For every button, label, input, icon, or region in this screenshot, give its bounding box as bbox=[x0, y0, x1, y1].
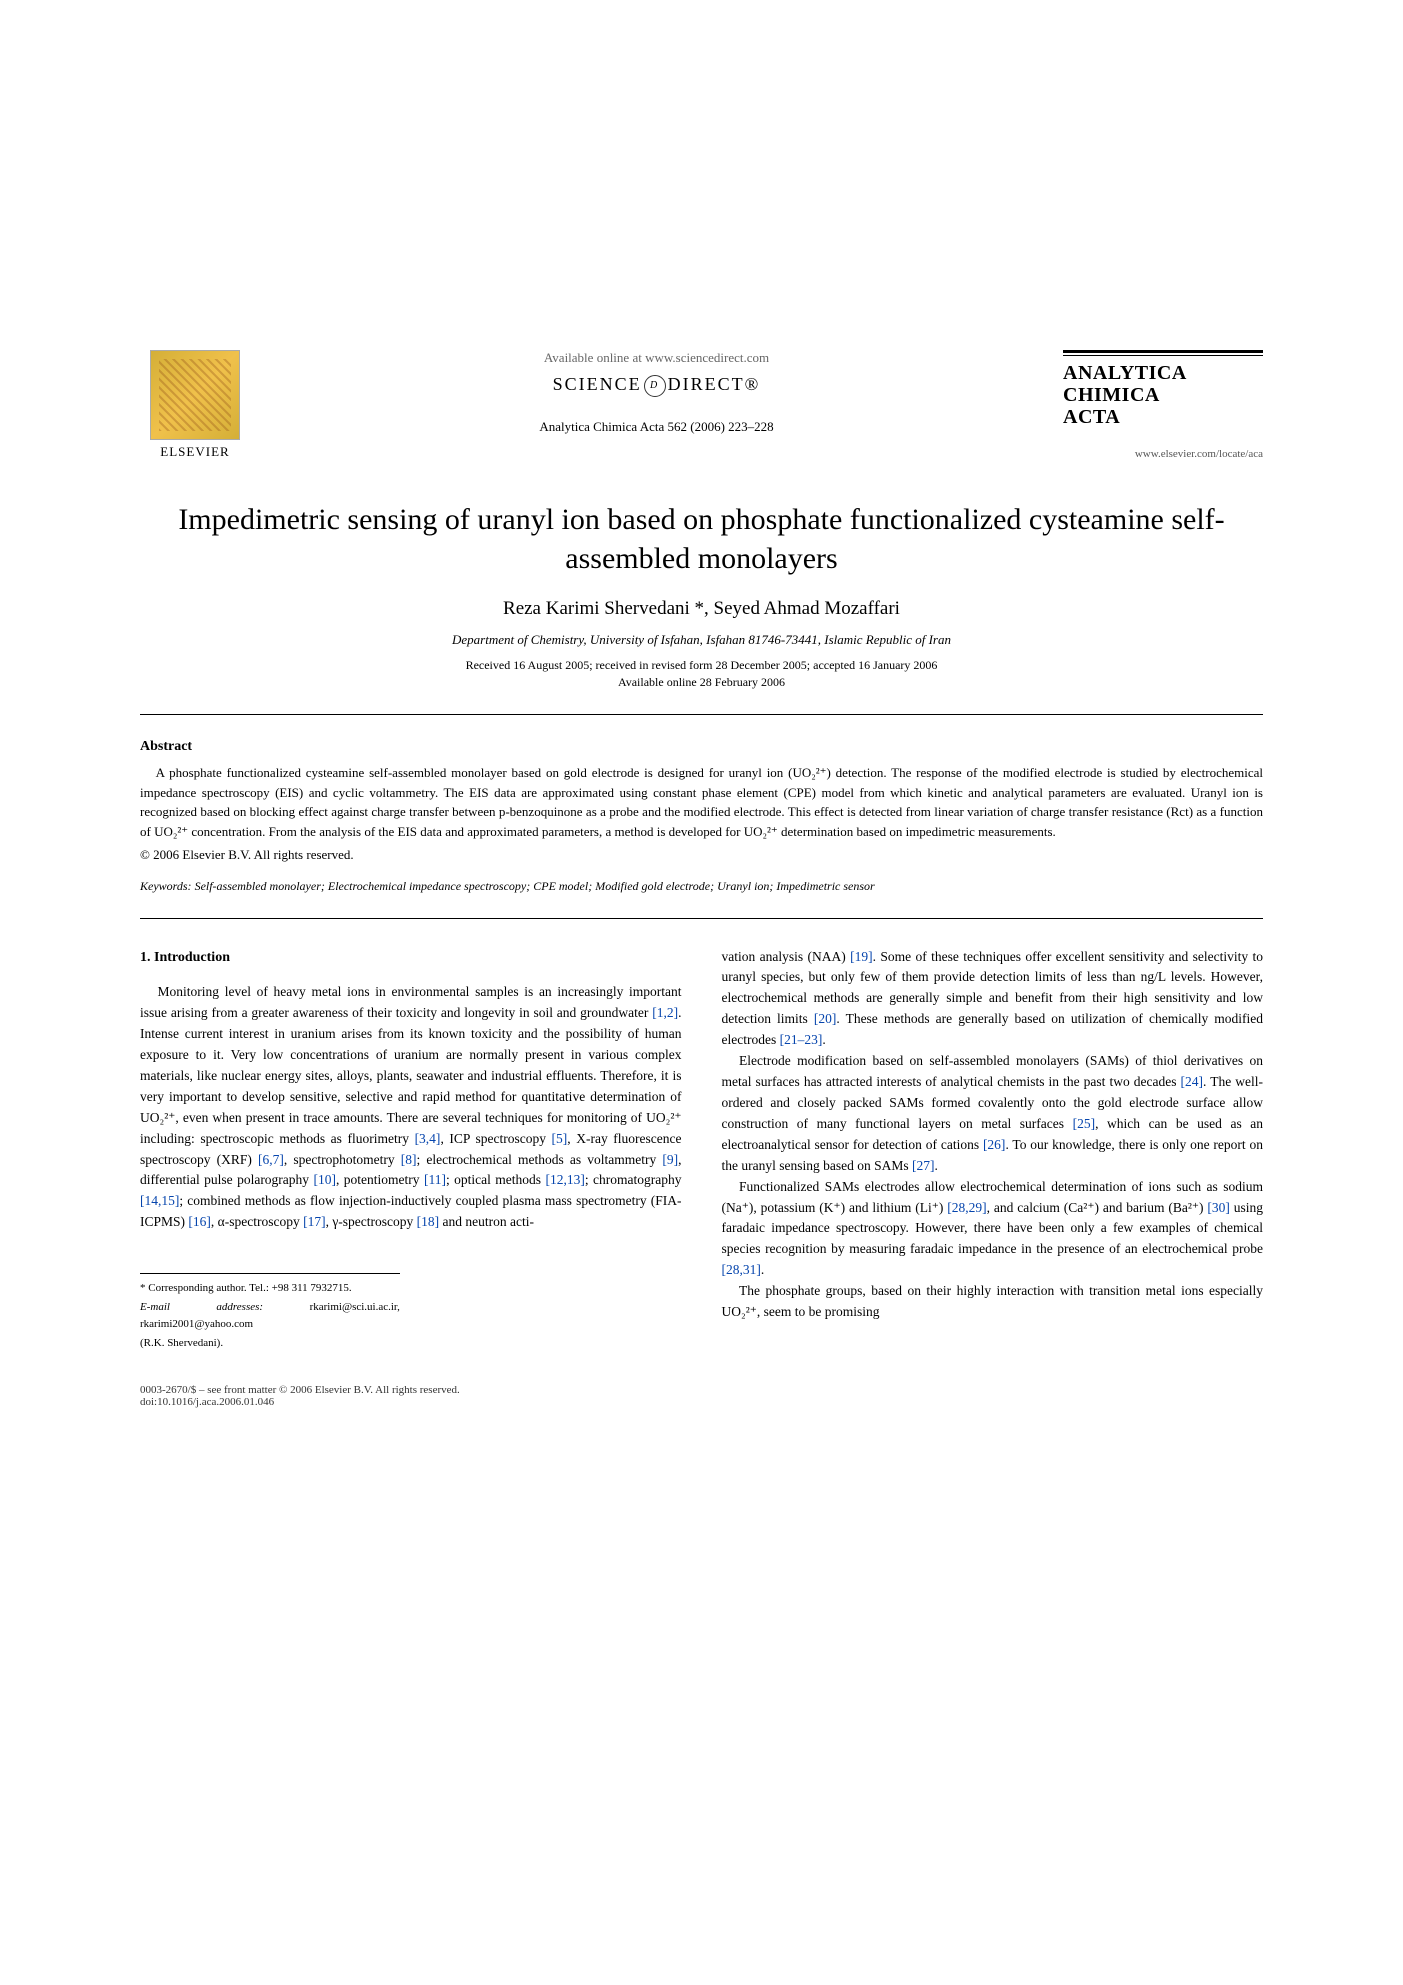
author-paren: (R.K. Shervedani). bbox=[140, 1335, 400, 1352]
abstract-body: A phosphate functionalized cysteamine se… bbox=[140, 763, 1263, 841]
t: . bbox=[934, 1158, 937, 1173]
keywords-text: Self-assembled monolayer; Electrochemica… bbox=[195, 879, 875, 893]
journal-name-line1: ANALYTICA bbox=[1063, 362, 1263, 384]
ref-6-7[interactable]: [6,7] bbox=[258, 1152, 284, 1167]
corresponding-author: * Corresponding author. Tel.: +98 311 79… bbox=[140, 1280, 400, 1297]
keywords-label: Keywords: bbox=[140, 879, 192, 893]
ref-11[interactable]: [11] bbox=[424, 1172, 446, 1187]
ref-17[interactable]: [17] bbox=[303, 1214, 326, 1229]
journal-rule bbox=[1063, 350, 1263, 356]
ref-12-13[interactable]: [12,13] bbox=[545, 1172, 584, 1187]
t: . bbox=[761, 1262, 764, 1277]
t: ; optical methods bbox=[446, 1172, 546, 1187]
abstract-heading: Abstract bbox=[140, 739, 1263, 755]
right-para-3: Functionalized SAMs electrodes allow ele… bbox=[722, 1177, 1264, 1282]
t: , and calcium (Ca²⁺) and barium (Ba²⁺) bbox=[987, 1200, 1208, 1215]
ref-21-23[interactable]: [21–23] bbox=[780, 1032, 823, 1047]
ref-30[interactable]: [30] bbox=[1207, 1200, 1230, 1215]
sciencedirect-right: DIRECT® bbox=[668, 374, 761, 394]
available-online-text: Available online at www.sciencedirect.co… bbox=[270, 350, 1043, 366]
ref-5[interactable]: [5] bbox=[552, 1131, 568, 1146]
article-title: Impedimetric sensing of uranyl ion based… bbox=[140, 500, 1263, 578]
sciencedirect-left: SCIENCE bbox=[553, 374, 642, 394]
journal-name-line2: CHIMICA bbox=[1063, 384, 1263, 406]
left-column: 1. Introduction Monitoring level of heav… bbox=[140, 947, 682, 1355]
journal-name-line3: ACTA bbox=[1063, 406, 1263, 428]
ref-10[interactable]: [10] bbox=[313, 1172, 336, 1187]
ref-18[interactable]: [18] bbox=[417, 1214, 440, 1229]
email-line: E-mail addresses: rkarimi@sci.ui.ac.ir, … bbox=[140, 1299, 400, 1333]
ref-26[interactable]: [26] bbox=[983, 1137, 1006, 1152]
t: ; electrochemical methods as voltammetry bbox=[417, 1152, 663, 1167]
right-para-2: Electrode modification based on self-ass… bbox=[722, 1051, 1264, 1177]
center-header: Available online at www.sciencedirect.co… bbox=[250, 350, 1063, 435]
online-date: Available online 28 February 2006 bbox=[140, 675, 1263, 690]
body-columns: 1. Introduction Monitoring level of heav… bbox=[140, 947, 1263, 1355]
t: , potentiometry bbox=[336, 1172, 424, 1187]
abstract-copyright: © 2006 Elsevier B.V. All rights reserved… bbox=[140, 845, 1263, 865]
front-matter-line: 0003-2670/$ – see front matter © 2006 El… bbox=[140, 1384, 1263, 1396]
rule-before-abstract bbox=[140, 714, 1263, 715]
received-dates: Received 16 August 2005; received in rev… bbox=[140, 658, 1263, 673]
doi-line: doi:10.1016/j.aca.2006.01.046 bbox=[140, 1396, 1263, 1408]
ref-27[interactable]: [27] bbox=[912, 1158, 935, 1173]
ref-8[interactable]: [8] bbox=[401, 1152, 417, 1167]
email-label: E-mail addresses: bbox=[140, 1301, 263, 1313]
journal-url: www.elsevier.com/locate/aca bbox=[1063, 448, 1263, 460]
section-1-heading: 1. Introduction bbox=[140, 947, 682, 969]
authors-line: Reza Karimi Shervedani *, Seyed Ahmad Mo… bbox=[140, 598, 1263, 620]
t: , ICP spectroscopy bbox=[440, 1131, 551, 1146]
doi-block: 0003-2670/$ – see front matter © 2006 El… bbox=[140, 1384, 1263, 1408]
ref-9[interactable]: [9] bbox=[662, 1152, 678, 1167]
right-para-1: vation analysis (NAA) [19]. Some of thes… bbox=[722, 947, 1264, 1052]
elsevier-label: ELSEVIER bbox=[160, 444, 229, 460]
footnotes: * Corresponding author. Tel.: +98 311 79… bbox=[140, 1273, 400, 1352]
abstract-text: A phosphate functionalized cysteamine se… bbox=[140, 765, 1263, 839]
right-column: vation analysis (NAA) [19]. Some of thes… bbox=[722, 947, 1264, 1355]
t: . Intense current interest in uranium ar… bbox=[140, 1005, 682, 1146]
publisher-logo-block: ELSEVIER bbox=[140, 350, 250, 460]
ref-28-31[interactable]: [28,31] bbox=[722, 1262, 761, 1277]
t: , γ-spectroscopy bbox=[326, 1214, 417, 1229]
elsevier-tree-logo bbox=[150, 350, 240, 440]
page-header: ELSEVIER Available online at www.science… bbox=[140, 350, 1263, 460]
ref-1-2[interactable]: [1,2] bbox=[652, 1005, 678, 1020]
sciencedirect-d-icon bbox=[644, 375, 666, 397]
affiliation: Department of Chemistry, University of I… bbox=[140, 632, 1263, 648]
ref-14-15[interactable]: [14,15] bbox=[140, 1193, 179, 1208]
journal-citation: Analytica Chimica Acta 562 (2006) 223–22… bbox=[270, 419, 1043, 435]
journal-title-block: ANALYTICA CHIMICA ACTA www.elsevier.com/… bbox=[1063, 350, 1263, 460]
ref-16[interactable]: [16] bbox=[188, 1214, 211, 1229]
t: and neutron acti- bbox=[439, 1214, 534, 1229]
t: , spectrophotometry bbox=[284, 1152, 401, 1167]
ref-19[interactable]: [19] bbox=[850, 949, 873, 964]
ref-25[interactable]: [25] bbox=[1073, 1116, 1096, 1131]
ref-20[interactable]: [20] bbox=[814, 1011, 837, 1026]
intro-para-left: Monitoring level of heavy metal ions in … bbox=[140, 982, 682, 1233]
t: vation analysis (NAA) bbox=[722, 949, 851, 964]
ref-3-4[interactable]: [3,4] bbox=[415, 1131, 441, 1146]
sciencedirect-logo: SCIENCE DIRECT® bbox=[270, 374, 1043, 397]
ref-28-29[interactable]: [28,29] bbox=[947, 1200, 986, 1215]
right-para-4: The phosphate groups, based on their hig… bbox=[722, 1281, 1264, 1323]
rule-after-keywords bbox=[140, 918, 1263, 919]
t: . bbox=[822, 1032, 825, 1047]
t: , α-spectroscopy bbox=[211, 1214, 303, 1229]
t: ; chromatography bbox=[585, 1172, 682, 1187]
t: Monitoring level of heavy metal ions in … bbox=[140, 984, 682, 1020]
keywords-line: Keywords: Self-assembled monolayer; Elec… bbox=[140, 879, 1263, 894]
authors-text: Reza Karimi Shervedani *, Seyed Ahmad Mo… bbox=[503, 598, 900, 619]
ref-24[interactable]: [24] bbox=[1181, 1074, 1204, 1089]
